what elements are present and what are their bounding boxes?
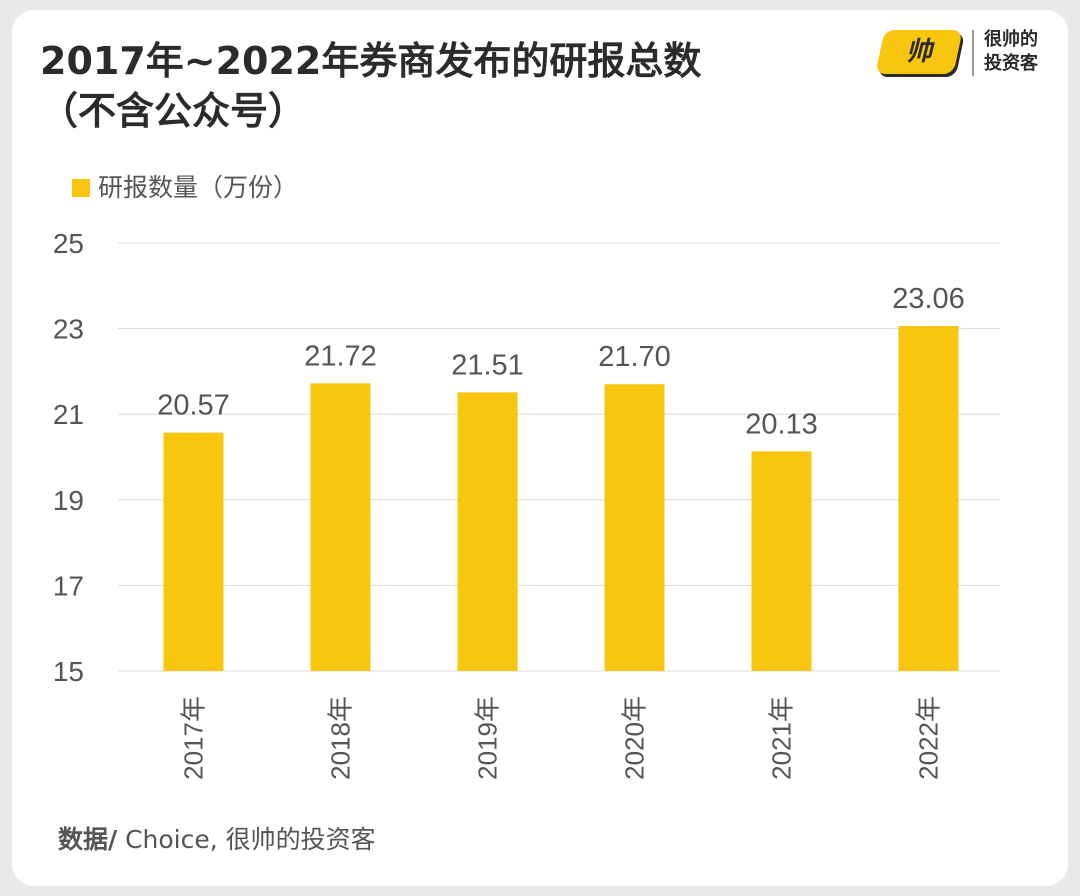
bar bbox=[604, 384, 665, 671]
x-tick-label: 2020年 bbox=[620, 696, 650, 780]
data-label: 20.13 bbox=[745, 408, 818, 440]
legend-label: 研报数量（万份） bbox=[98, 173, 299, 202]
bar bbox=[898, 326, 959, 671]
brand-logo-text-line1: 很帅的 bbox=[984, 29, 1038, 50]
chart-title: 2017年~2022年券商发布的研报总数 （不含公众号） bbox=[40, 36, 860, 136]
data-label: 21.72 bbox=[304, 340, 377, 372]
brand-logo-text-line2: 投资客 bbox=[984, 53, 1038, 74]
bar bbox=[751, 451, 812, 671]
chart-title-line1: 2017年~2022年券商发布的研报总数 bbox=[40, 39, 702, 83]
y-tick-label: 23 bbox=[53, 314, 84, 345]
legend-swatch bbox=[72, 179, 90, 197]
bar bbox=[310, 383, 371, 671]
y-tick-label: 17 bbox=[53, 570, 84, 601]
y-tick-label: 19 bbox=[53, 485, 84, 516]
chart-title-line2: （不含公众号） bbox=[40, 89, 307, 133]
brand-logo: 帅 很帅的 投资客 bbox=[875, 24, 1050, 84]
y-tick-label: 25 bbox=[53, 228, 84, 259]
data-source-label: 数据/ bbox=[58, 825, 118, 854]
data-label: 23.06 bbox=[892, 283, 965, 315]
data-label: 20.57 bbox=[157, 390, 230, 422]
data-label: 21.70 bbox=[598, 341, 671, 373]
x-tick-label: 2021年 bbox=[767, 696, 797, 780]
x-tick-label: 2022年 bbox=[914, 696, 944, 780]
y-tick-label: 21 bbox=[53, 399, 84, 430]
data-label: 21.51 bbox=[451, 349, 524, 381]
data-source: 数据/ Choice, 很帅的投资客 bbox=[58, 820, 376, 856]
x-tick-label: 2019年 bbox=[473, 696, 503, 780]
x-tick-label: 2017年 bbox=[179, 696, 209, 780]
brand-logo-text: 很帅的 投资客 bbox=[984, 28, 1054, 76]
brand-logo-divider bbox=[972, 30, 974, 76]
bar bbox=[457, 392, 518, 671]
y-tick-label: 15 bbox=[53, 656, 84, 687]
bar bbox=[163, 432, 224, 671]
data-source-text: Choice, 很帅的投资客 bbox=[117, 825, 376, 854]
x-tick-label: 2018年 bbox=[326, 696, 356, 780]
